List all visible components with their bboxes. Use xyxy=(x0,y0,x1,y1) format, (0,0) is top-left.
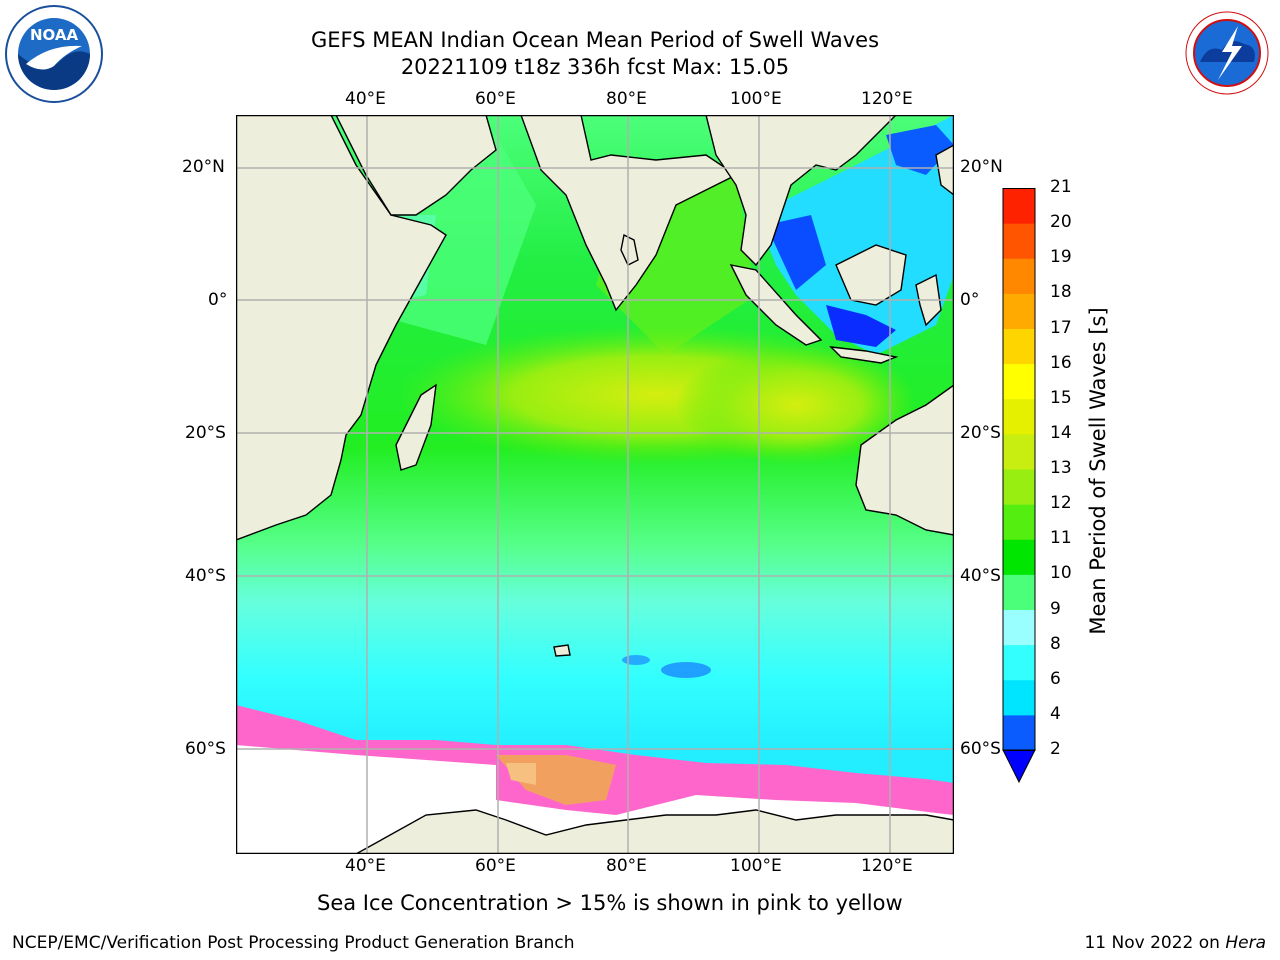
map-panel xyxy=(235,114,955,855)
colorbar-tick-label: 6 xyxy=(1050,668,1061,689)
colorbar-band-5 xyxy=(1003,574,1035,610)
colorbar-bands xyxy=(1002,188,1036,784)
lat-tick-right-1: 20°N xyxy=(960,157,1003,177)
colorbar-band-8 xyxy=(1003,469,1035,505)
lat-tick-left-3: 20°S xyxy=(185,423,226,443)
colorbar-tick-label: 17 xyxy=(1050,317,1072,338)
colorbar-tick-label: 9 xyxy=(1050,598,1061,619)
colorbar-tick-label: 2 xyxy=(1050,739,1061,759)
colorbar-tick-label: 15 xyxy=(1050,387,1072,408)
graticule xyxy=(236,115,954,854)
footer-branch: NCEP/EMC/Verification Post Processing Pr… xyxy=(12,933,575,953)
lat-tick-left-1: 20°N xyxy=(182,157,225,177)
sea-ice-note: Sea Ice Concentration > 15% is shown in … xyxy=(317,891,903,915)
footer-date-text: 11 Nov 2022 on xyxy=(1084,933,1226,953)
colorbar-band-2 xyxy=(1003,679,1035,716)
colorbar-band-9 xyxy=(1003,433,1035,470)
colorbar-tick-label: 4 xyxy=(1050,703,1061,724)
lat-tick-right-5: 60°S xyxy=(960,739,1001,759)
colorbar-tick-label: 19 xyxy=(1050,247,1072,268)
madagascar-land xyxy=(395,383,437,471)
map-frame xyxy=(235,114,955,855)
arabia-land xyxy=(334,114,497,216)
colorbar-band-15 xyxy=(1003,223,1035,259)
colorbar-band-3 xyxy=(1003,644,1035,681)
lon-tick-top-1: 40°E xyxy=(345,89,386,109)
colorbar-tick-label: 11 xyxy=(1050,528,1072,549)
lon-tick-top-5: 120°E xyxy=(861,89,913,109)
colorbar-band-14 xyxy=(1003,258,1035,294)
colorbar-band-4 xyxy=(1003,609,1035,646)
colorbar xyxy=(1002,188,1036,784)
lat-tick-left-5: 60°S xyxy=(185,739,226,759)
colorbar-band-6 xyxy=(1003,539,1035,575)
colorbar-band-1 xyxy=(1003,714,1035,751)
colorbar-tick-label: 16 xyxy=(1050,352,1072,373)
colorbar-band-10 xyxy=(1003,398,1035,435)
colorbar-extend-arrow xyxy=(1002,749,1036,784)
lat-tick-left-4: 40°S xyxy=(185,566,226,586)
australia-land xyxy=(855,383,955,536)
colorbar-ticks: 2 4 6 8 9 10 11 12 13 14 15 16 17 18 19 20 21 xyxy=(1050,0,1090,960)
lon-tick-top-2: 60°E xyxy=(475,89,516,109)
noaa-logo: NOAA xyxy=(4,4,104,104)
colorbar-tick-label: 10 xyxy=(1050,563,1072,584)
colorbar-band-11 xyxy=(1003,363,1035,400)
swell-period-map xyxy=(235,114,955,855)
lat-tick-right-2: 0° xyxy=(960,290,980,310)
colorbar-band-12 xyxy=(1003,328,1035,365)
colorbar-band-7 xyxy=(1003,504,1035,540)
footer-machine: Hera xyxy=(1225,933,1266,953)
lon-tick-top-3: 80°E xyxy=(606,89,647,109)
colorbar-tick-label: 18 xyxy=(1050,282,1072,303)
sri-lanka-land xyxy=(620,233,639,266)
lon-tick-bottom-2: 60°E xyxy=(475,856,516,876)
lat-tick-right-3: 20°S xyxy=(960,423,1001,443)
colorbar-band-16 xyxy=(1003,188,1035,224)
colorbar-tick-label: 14 xyxy=(1050,422,1072,443)
antarctica-land xyxy=(353,809,955,855)
indonesian-seas-field xyxy=(756,115,954,355)
nws-logo xyxy=(1178,4,1276,102)
colorbar-tick-label: 12 xyxy=(1050,493,1072,514)
colorbar-tick-label: 8 xyxy=(1050,633,1061,654)
colorbar-band-13 xyxy=(1003,293,1035,329)
colorbar-tick-label: 20 xyxy=(1050,212,1072,233)
lon-tick-bottom-5: 120°E xyxy=(861,856,913,876)
colorbar-tick-label: 13 xyxy=(1050,458,1072,478)
colorbar-tick-label: 21 xyxy=(1050,177,1072,197)
colorbar-label: Mean Period of Swell Waves [s] xyxy=(1086,307,1110,635)
lon-tick-top-4: 100°E xyxy=(730,89,782,109)
java-land xyxy=(829,346,899,364)
footer-date: 11 Nov 2022 on Hera xyxy=(1084,933,1266,953)
chart-title-line1: GEFS MEAN Indian Ocean Mean Period of Sw… xyxy=(310,28,880,52)
chart-title-line2: 20221109 t18z 336h fcst Max: 15.05 xyxy=(400,55,790,79)
kerguelen-land xyxy=(553,644,571,657)
lon-tick-bottom-3: 80°E xyxy=(606,856,647,876)
lat-tick-left-2: 0° xyxy=(208,290,228,310)
noaa-logo-text: NOAA xyxy=(30,26,79,44)
lon-tick-bottom-4: 100°E xyxy=(730,856,782,876)
colorbar-frame xyxy=(1002,188,1036,751)
southeast-asia-land xyxy=(705,114,954,267)
lat-tick-right-4: 40°S xyxy=(960,566,1001,586)
lon-tick-bottom-1: 40°E xyxy=(345,856,386,876)
